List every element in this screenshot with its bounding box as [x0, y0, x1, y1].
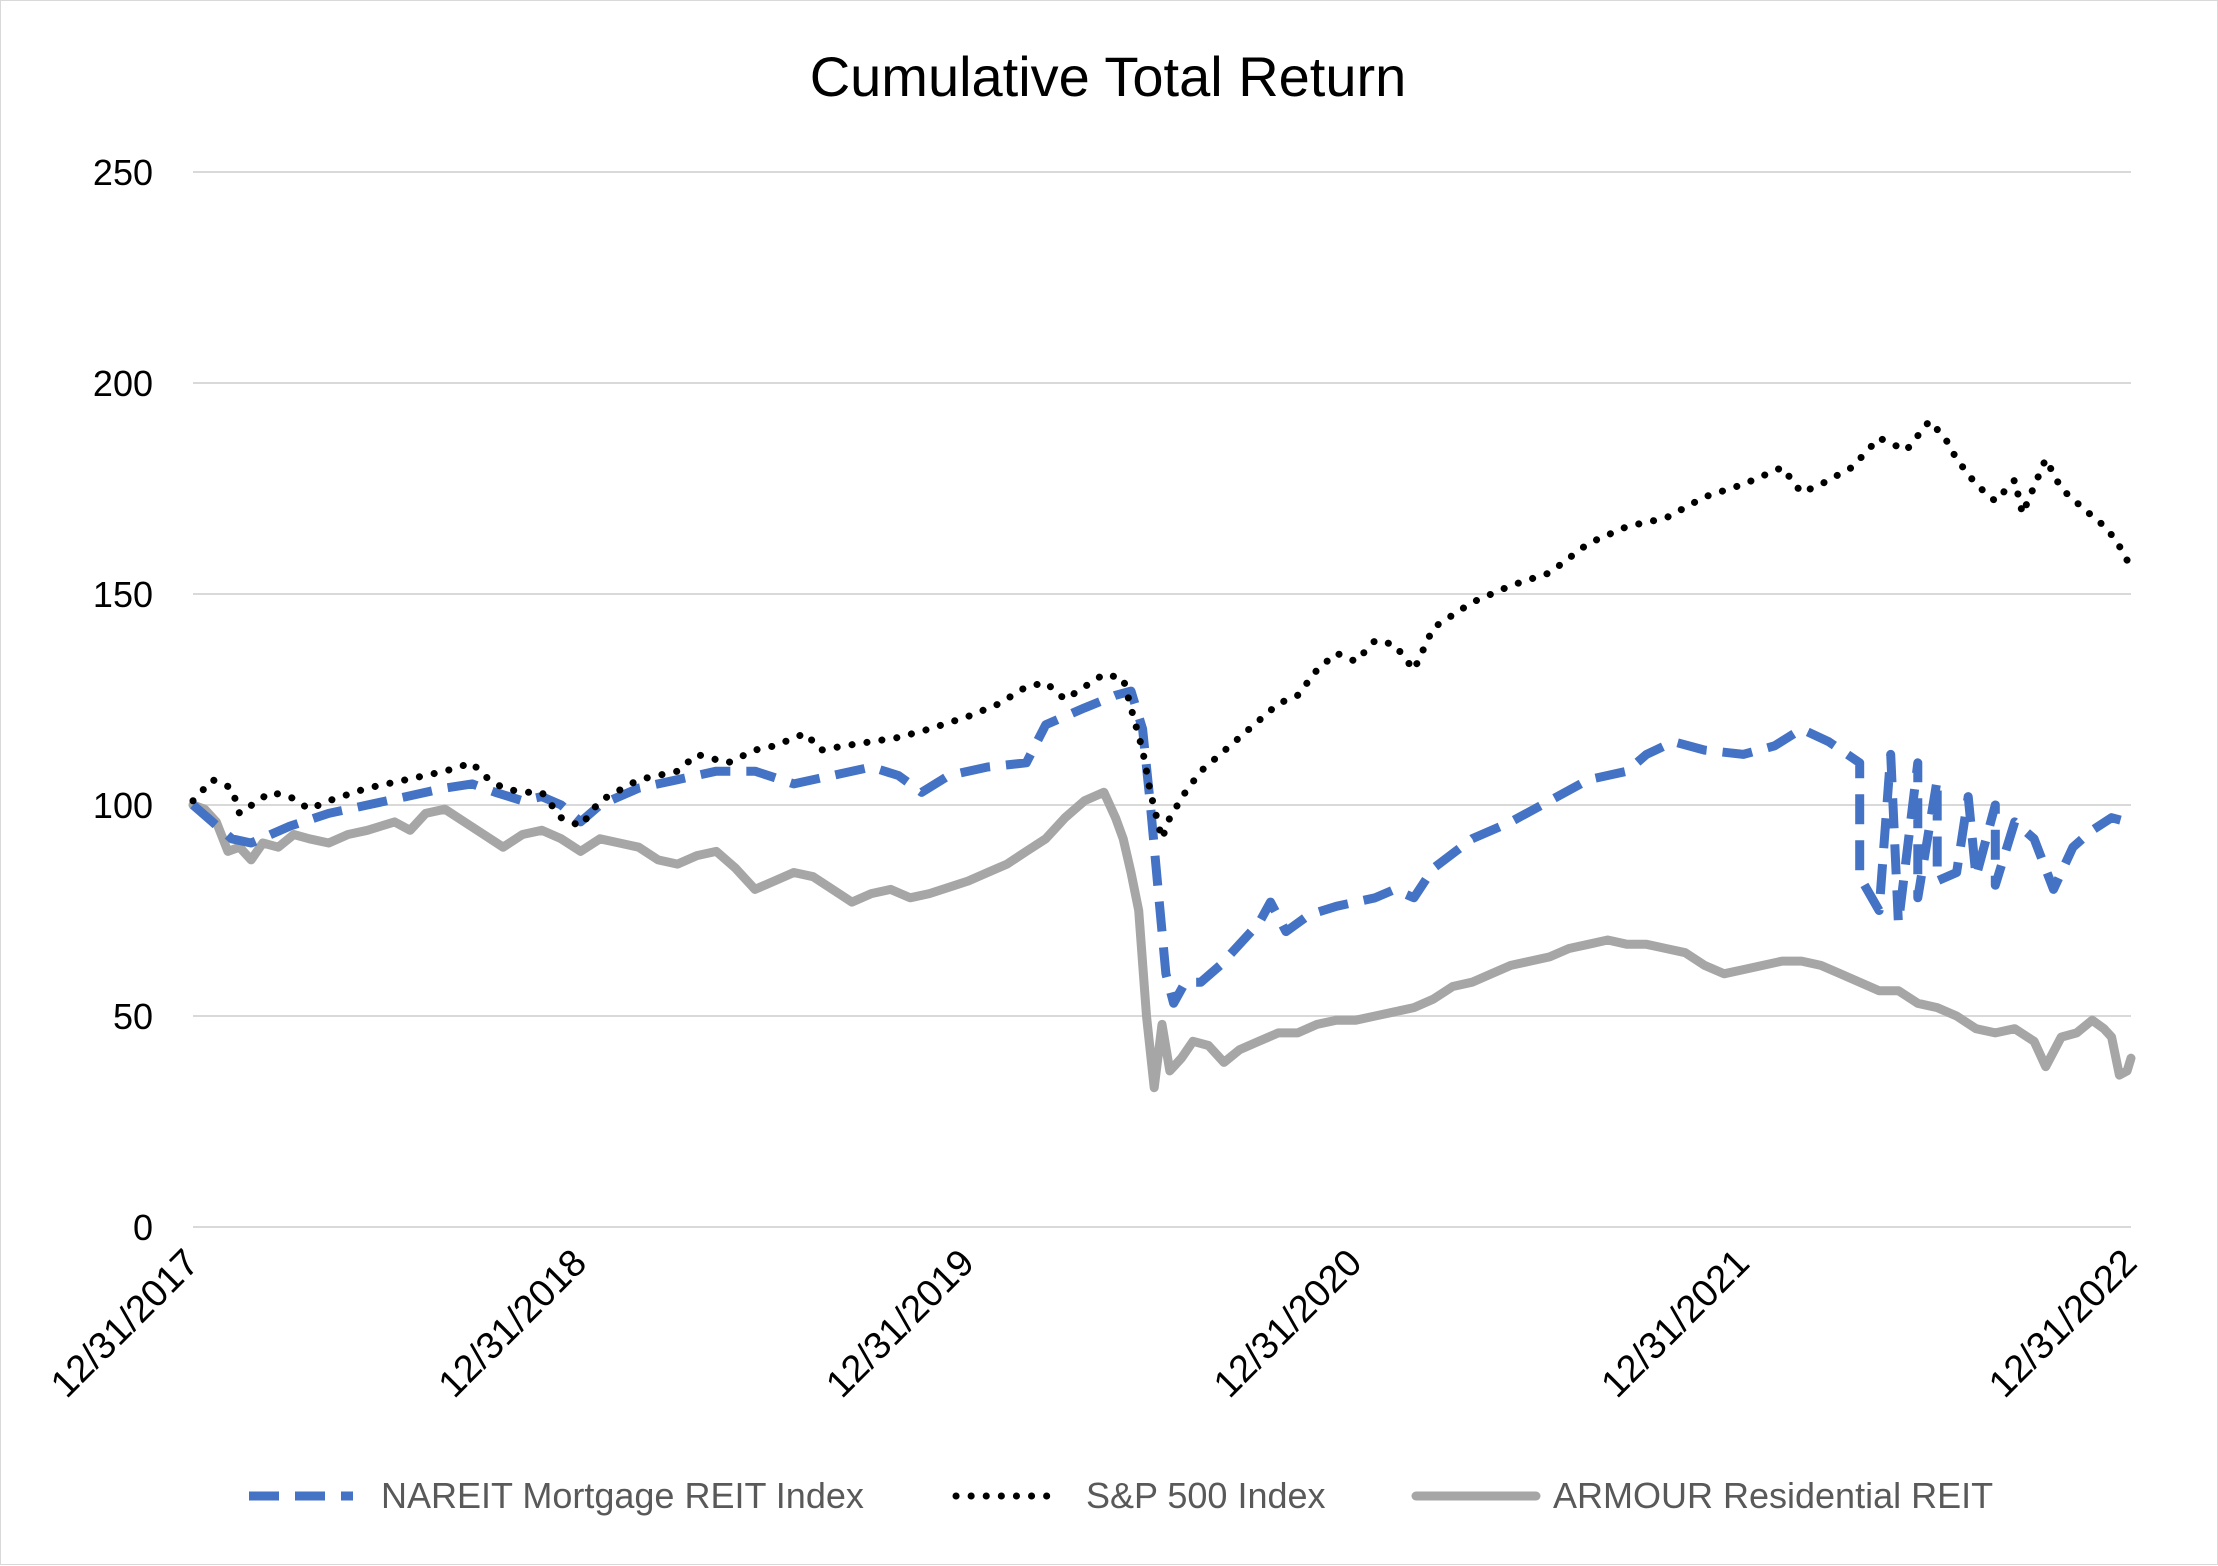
y-tick-label: 200	[93, 363, 153, 404]
y-tick-label: 150	[93, 574, 153, 615]
legend-label-0: NAREIT Mortgage REIT Index	[381, 1475, 864, 1516]
x-tick-label: 12/31/2017	[43, 1242, 207, 1406]
series-line-2	[188, 787, 2136, 1093]
chart-title: Cumulative Total Return	[810, 45, 1407, 108]
series-lines	[188, 417, 2136, 1093]
x-tick-label: 12/31/2018	[431, 1242, 595, 1406]
legend-label-2: ARMOUR Residential REIT	[1553, 1475, 1993, 1516]
x-tick-label: 12/31/2022	[1981, 1242, 2145, 1406]
y-tick-label: 250	[93, 152, 153, 193]
y-tick-label: 100	[93, 785, 153, 826]
x-tick-label: 12/31/2020	[1206, 1242, 1370, 1406]
x-tick-label: 12/31/2021	[1594, 1242, 1758, 1406]
y-tick-label: 50	[113, 996, 153, 1037]
legend-label-1: S&P 500 Index	[1086, 1475, 1326, 1516]
legend: NAREIT Mortgage REIT Index S&P 500 Index A…	[249, 1475, 1993, 1516]
x-axis-ticks: 12/31/2017 12/31/2018 12/31/2019 12/31/2020…	[43, 1242, 2145, 1406]
series-line-0	[190, 686, 2129, 1008]
series-line-1	[189, 417, 2135, 843]
x-tick-label: 12/31/2019	[818, 1242, 982, 1406]
y-tick-label: 0	[133, 1207, 153, 1248]
gridlines	[193, 171, 2131, 1228]
y-axis-ticks: 0 50 100 150 200 250	[93, 152, 153, 1248]
